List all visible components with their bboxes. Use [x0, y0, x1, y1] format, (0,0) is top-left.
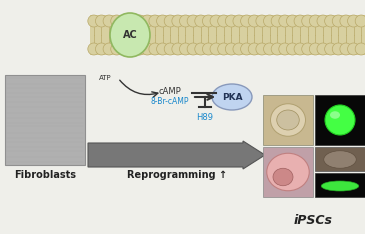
Circle shape	[157, 43, 169, 55]
Text: iPSCs: iPSCs	[293, 213, 333, 227]
Circle shape	[118, 15, 130, 27]
Circle shape	[172, 43, 184, 55]
Circle shape	[126, 43, 138, 55]
Circle shape	[271, 43, 283, 55]
Bar	[5, 75, 85, 165]
Circle shape	[347, 15, 360, 27]
Text: PKA: PKA	[222, 92, 242, 102]
Circle shape	[203, 15, 214, 27]
Circle shape	[210, 43, 222, 55]
Circle shape	[103, 43, 115, 55]
Circle shape	[96, 43, 107, 55]
Ellipse shape	[267, 153, 309, 191]
Circle shape	[233, 15, 245, 27]
Circle shape	[317, 15, 329, 27]
Circle shape	[141, 43, 153, 55]
Ellipse shape	[321, 181, 359, 191]
Text: ATP: ATP	[99, 75, 111, 81]
Bar	[315, 147, 365, 171]
Circle shape	[294, 43, 306, 55]
Circle shape	[218, 15, 230, 27]
Circle shape	[256, 43, 268, 55]
Circle shape	[187, 15, 199, 27]
Circle shape	[180, 15, 192, 27]
Circle shape	[195, 15, 207, 27]
Circle shape	[271, 15, 283, 27]
Ellipse shape	[212, 84, 252, 110]
Ellipse shape	[325, 105, 355, 135]
FancyArrow shape	[88, 141, 265, 169]
Circle shape	[264, 15, 276, 27]
Circle shape	[241, 15, 253, 27]
Circle shape	[203, 43, 214, 55]
Bar	[315, 173, 365, 197]
Text: Fibroblasts: Fibroblasts	[14, 170, 76, 180]
Circle shape	[210, 15, 222, 27]
Circle shape	[134, 15, 146, 27]
Circle shape	[241, 43, 253, 55]
Circle shape	[302, 15, 314, 27]
Circle shape	[180, 43, 192, 55]
Circle shape	[88, 15, 100, 27]
Ellipse shape	[273, 168, 293, 186]
Circle shape	[279, 43, 291, 55]
Circle shape	[287, 43, 299, 55]
Circle shape	[172, 15, 184, 27]
Circle shape	[149, 43, 161, 55]
Bar	[315, 95, 365, 145]
Ellipse shape	[324, 151, 356, 168]
Circle shape	[332, 43, 344, 55]
Text: AC: AC	[123, 30, 137, 40]
Circle shape	[157, 15, 169, 27]
Circle shape	[195, 43, 207, 55]
Circle shape	[294, 15, 306, 27]
Bar	[263, 147, 313, 197]
Ellipse shape	[330, 111, 340, 119]
Ellipse shape	[110, 13, 150, 57]
Circle shape	[340, 43, 352, 55]
Circle shape	[324, 15, 337, 27]
Circle shape	[111, 43, 123, 55]
Circle shape	[355, 43, 365, 55]
Circle shape	[324, 43, 337, 55]
Circle shape	[187, 43, 199, 55]
Circle shape	[279, 15, 291, 27]
Circle shape	[141, 15, 153, 27]
Circle shape	[126, 15, 138, 27]
Circle shape	[134, 43, 146, 55]
Circle shape	[310, 15, 321, 27]
Circle shape	[103, 15, 115, 27]
Circle shape	[256, 15, 268, 27]
Text: 8-Br-cAMP: 8-Br-cAMP	[151, 98, 189, 106]
Circle shape	[248, 15, 260, 27]
Bar	[263, 95, 313, 145]
Circle shape	[355, 15, 365, 27]
Circle shape	[317, 43, 329, 55]
Circle shape	[264, 43, 276, 55]
Ellipse shape	[277, 110, 299, 130]
Circle shape	[287, 15, 299, 27]
Circle shape	[233, 43, 245, 55]
Circle shape	[149, 15, 161, 27]
Circle shape	[118, 43, 130, 55]
Bar	[90, 15, 365, 55]
Circle shape	[164, 15, 176, 27]
Circle shape	[164, 43, 176, 55]
Circle shape	[248, 43, 260, 55]
Circle shape	[88, 43, 100, 55]
Circle shape	[96, 15, 107, 27]
Circle shape	[340, 15, 352, 27]
Circle shape	[332, 15, 344, 27]
Circle shape	[310, 43, 321, 55]
Text: H89: H89	[196, 113, 214, 123]
Circle shape	[111, 15, 123, 27]
Circle shape	[347, 43, 360, 55]
Circle shape	[218, 43, 230, 55]
Text: Reprogramming ↑: Reprogramming ↑	[127, 170, 227, 180]
Text: cAMP: cAMP	[159, 88, 181, 96]
Circle shape	[302, 43, 314, 55]
Circle shape	[225, 15, 237, 27]
Ellipse shape	[270, 104, 306, 136]
Circle shape	[225, 43, 237, 55]
